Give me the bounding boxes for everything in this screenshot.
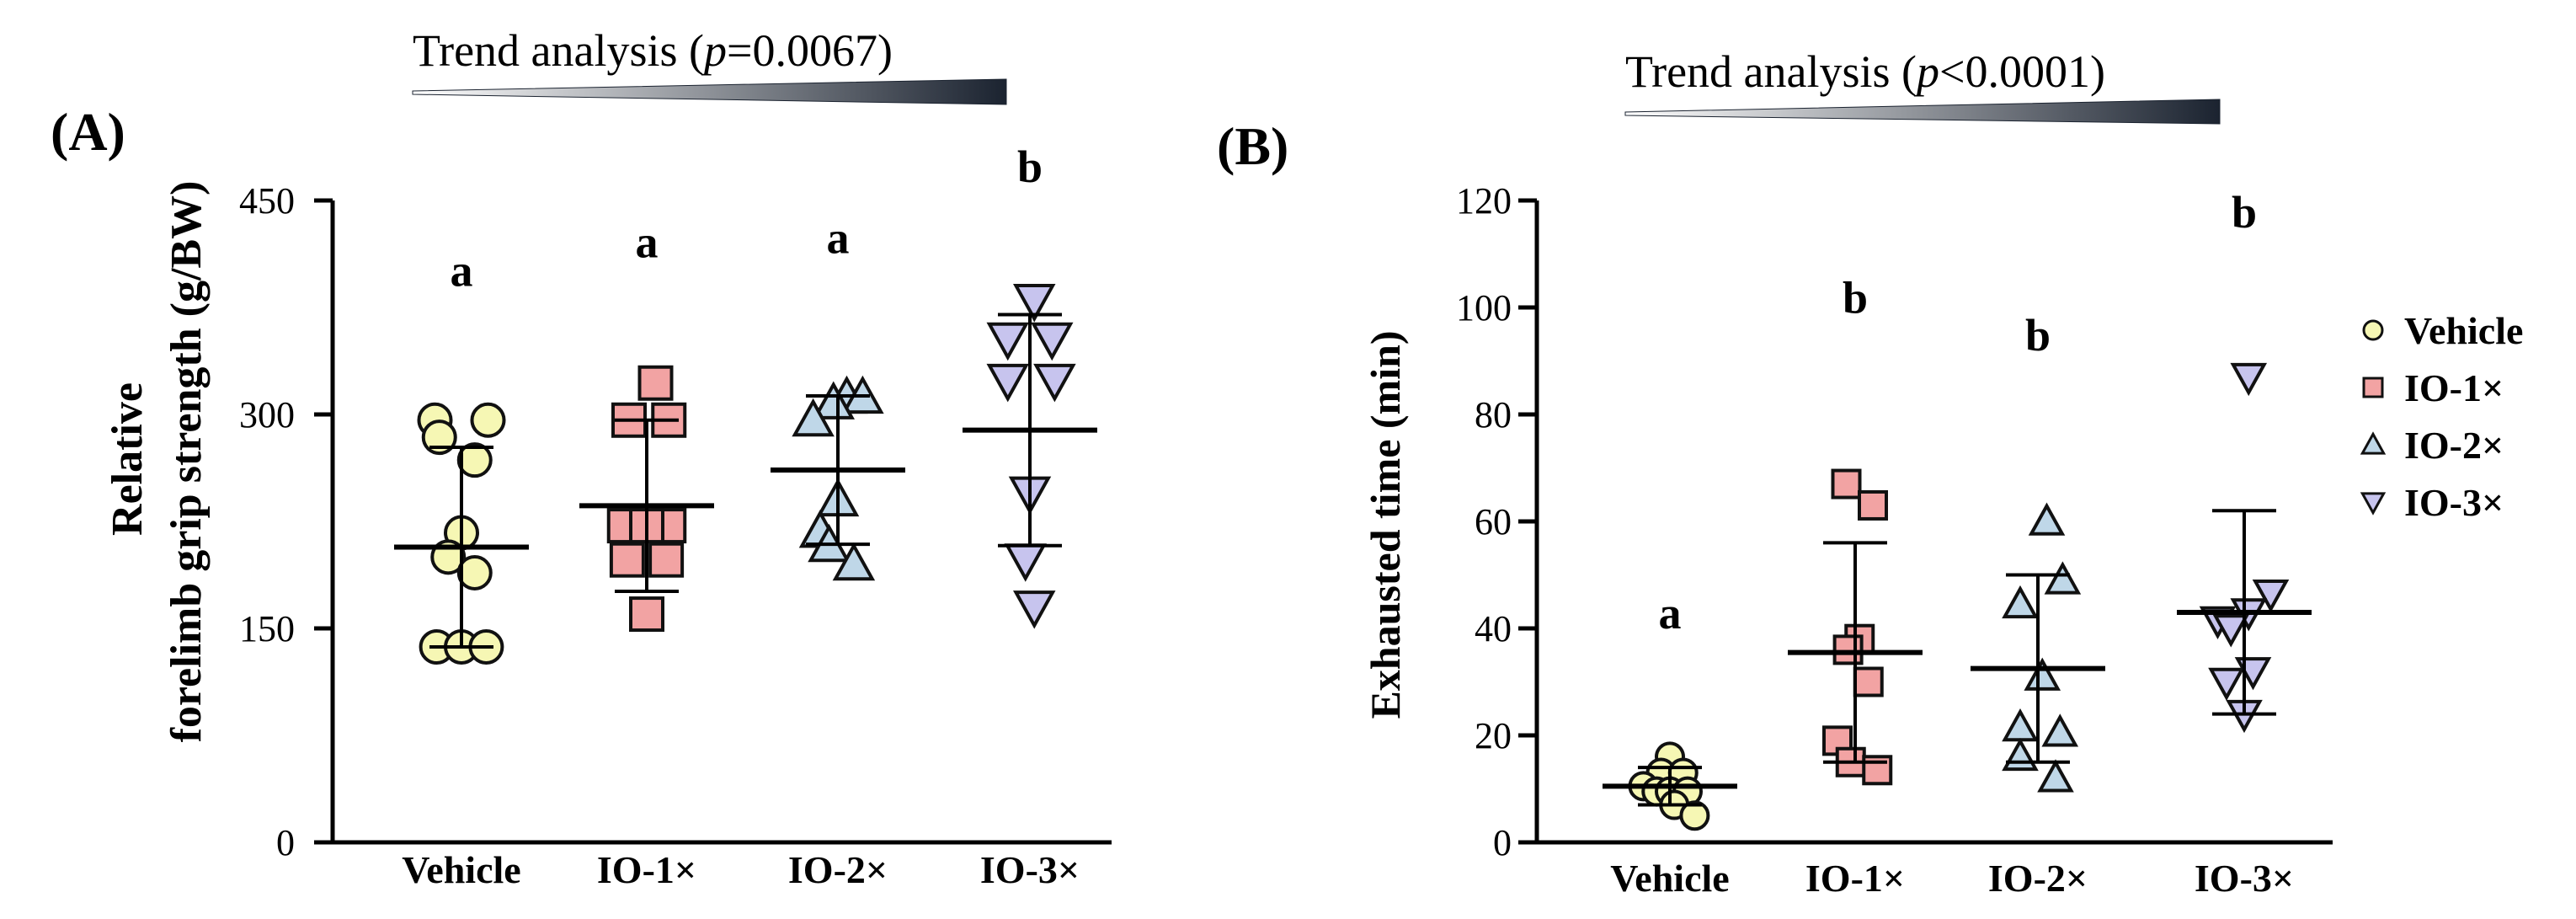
plot-area-b: 0 20 40 60 80 100 120 Vehicle IO-1× IO-2× IO-3× a b b… <box>1456 180 2333 900</box>
y-axis-label-a-line2: forelimb grip strength (g/BW) <box>163 181 211 743</box>
x-category-label-b: IO-2× <box>1988 857 2088 900</box>
plot-area-a: 0 150 300 450 Vehicle IO-1× IO-2× IO-3× a a a b <box>239 142 1112 891</box>
trend-text-a: Trend analysis (p=0.0067) <box>413 25 893 76</box>
data-point-a <box>456 442 493 478</box>
trend-gradient-bar-b <box>1624 99 2221 125</box>
data-point-a <box>470 402 506 438</box>
x-category-label-b: Vehicle <box>1610 857 1729 900</box>
data-point-b <box>2208 667 2245 702</box>
y-tick-label-a: 450 <box>239 180 295 222</box>
y-tick-label-a: 300 <box>239 394 295 435</box>
data-point-a <box>792 398 835 437</box>
data-point-a <box>812 381 855 419</box>
significance-letter-b: b <box>2232 187 2257 238</box>
data-point-a <box>1013 284 1056 323</box>
data-point-a <box>986 363 1029 403</box>
y-tick-label-b: 120 <box>1456 180 1512 222</box>
data-point-b <box>2212 614 2250 648</box>
data-point-b <box>2230 362 2268 397</box>
data-point-b <box>1679 800 1710 831</box>
data-point-b <box>2002 737 2039 772</box>
data-point-a <box>1031 322 1074 361</box>
y-tick-label-a: 0 <box>276 822 295 863</box>
data-point-b <box>1853 666 1884 697</box>
panel-a: (A) Trend analysis (p=0.0067) Relative f… <box>51 25 1112 891</box>
legend: Vehicle IO-1× IO-2× IO-3× <box>2360 309 2523 524</box>
data-point-b <box>1858 489 1888 521</box>
legend-label: Vehicle <box>2404 309 2523 352</box>
data-point-b <box>2234 657 2272 691</box>
data-point-b <box>1832 634 1864 665</box>
x-category-label-a: IO-2× <box>788 848 888 891</box>
legend-marker <box>2362 319 2384 341</box>
data-point-b <box>2024 657 2061 691</box>
y-tick-label-b: 60 <box>1475 501 1512 542</box>
data-point-a <box>1004 543 1047 582</box>
data-point-b <box>2037 759 2074 793</box>
data-point-a <box>832 542 876 581</box>
y-tick-label-a: 150 <box>239 608 295 649</box>
data-point-b <box>2002 585 2039 619</box>
y-tick-label-b: 20 <box>1475 715 1512 756</box>
panel-label-b: (B) <box>1217 116 1288 176</box>
data-point-b <box>1831 468 1862 500</box>
significance-letter-b: b <box>2025 310 2051 361</box>
data-point-a <box>629 596 664 633</box>
data-point-b <box>2002 708 2039 742</box>
data-point-b <box>2044 561 2082 595</box>
data-point-a <box>421 419 457 456</box>
data-point-b <box>2028 502 2066 536</box>
trend-gradient-bar-a <box>412 78 1007 105</box>
significance-letter-a: a <box>636 217 659 268</box>
significance-letter-a: a <box>451 246 473 297</box>
data-point-a <box>1033 363 1076 403</box>
data-point-a <box>637 365 674 401</box>
data-point-b <box>2041 713 2079 747</box>
y-tick-label-b: 100 <box>1456 287 1512 329</box>
data-point-b <box>2252 580 2290 613</box>
legend-marker <box>2360 431 2387 455</box>
data-point-a <box>986 322 1029 361</box>
data-point-a <box>648 542 685 578</box>
panel-label-a: (A) <box>51 102 125 162</box>
x-category-label-a: IO-3× <box>980 848 1080 891</box>
y-tick-label-b: 40 <box>1475 608 1512 649</box>
data-point-a <box>456 554 493 590</box>
legend-marker <box>2362 377 2384 398</box>
significance-letter-b: b <box>1843 272 1868 323</box>
legend-label: IO-1× <box>2404 366 2504 409</box>
significance-letter-b: a <box>1659 588 1682 638</box>
x-category-label-b: IO-1× <box>1805 857 1905 900</box>
y-axis-label-a-line1: Relative <box>104 382 152 536</box>
significance-letter-a: a <box>827 213 850 264</box>
x-category-label-b: IO-3× <box>2195 857 2294 900</box>
panel-b: (B) Trend analysis (p<0.0001) Exhausted … <box>1217 46 2333 900</box>
legend-label: IO-2× <box>2404 424 2504 467</box>
legend-label: IO-3× <box>2404 481 2504 524</box>
data-point-a <box>609 542 645 578</box>
x-category-label-a: Vehicle <box>402 848 520 891</box>
legend-marker <box>2360 492 2387 516</box>
y-tick-label-b: 80 <box>1475 394 1512 435</box>
x-category-label-a: IO-1× <box>597 848 696 891</box>
y-tick-label-b: 0 <box>1493 822 1512 863</box>
trend-text-b: Trend analysis (p<0.0001) <box>1625 46 2105 97</box>
significance-letter-a: b <box>1017 142 1043 192</box>
data-point-a <box>1013 590 1056 629</box>
y-axis-label-b: Exhausted time (min) <box>1362 330 1409 719</box>
